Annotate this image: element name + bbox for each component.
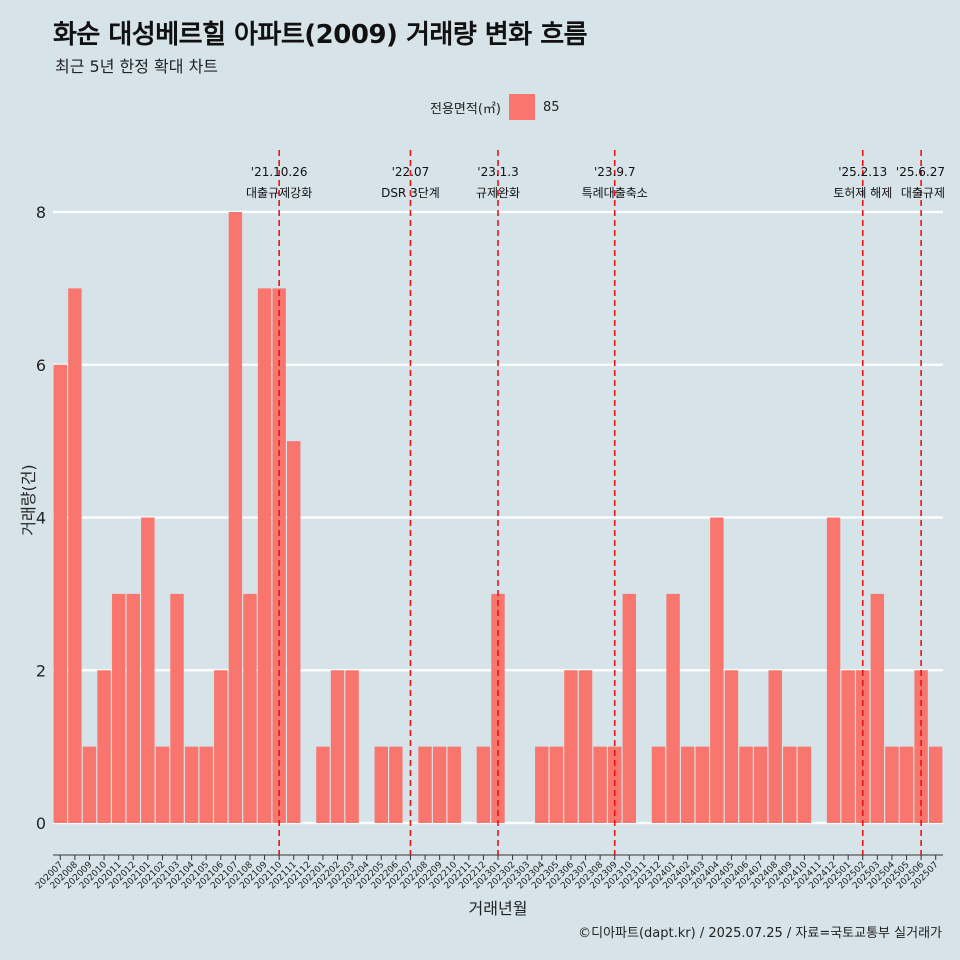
y-axis-title: 거래량(건) — [19, 464, 38, 535]
event-date-label: '21.10.26 — [251, 165, 308, 179]
source-caption: ©디아파트(dapt.kr) / 2025.07.25 / 자료=국토교통부 실… — [578, 926, 942, 941]
bar — [243, 593, 257, 823]
y-tick-label: 0 — [36, 814, 46, 833]
bar — [184, 746, 199, 823]
bar — [928, 746, 943, 823]
chart-title: 화순 대성베르힐 아파트(2009) 거래량 변화 흐름 — [53, 20, 588, 50]
event-date-label: '25.2.13 — [838, 165, 887, 179]
bar — [651, 746, 666, 823]
bar — [710, 517, 724, 823]
bar — [418, 746, 432, 823]
bar — [389, 746, 403, 823]
bar — [170, 593, 184, 823]
bar — [374, 746, 388, 823]
y-tick-label: 4 — [36, 509, 46, 528]
bar — [622, 593, 637, 823]
bar — [695, 746, 709, 823]
bar — [593, 746, 607, 823]
bar — [739, 746, 753, 823]
bar — [549, 746, 564, 823]
bar — [214, 670, 228, 823]
bar — [535, 746, 549, 823]
event-date-label: '22.07 — [392, 165, 430, 179]
bar — [447, 746, 461, 823]
bar — [257, 288, 272, 823]
bar — [228, 212, 243, 823]
bar — [885, 746, 899, 823]
bar — [155, 746, 170, 823]
bar — [316, 746, 330, 823]
event-label: DSR 3단계 — [381, 186, 440, 200]
event-date-label: '23.1.3 — [477, 165, 518, 179]
y-tick-label: 8 — [36, 203, 46, 222]
bar — [111, 593, 126, 823]
bar — [345, 670, 359, 823]
bar — [491, 593, 505, 823]
bar — [578, 670, 593, 823]
event-date-label: '23.9.7 — [594, 165, 635, 179]
bar — [914, 670, 928, 823]
legend: 전용면적(㎡) 85 — [430, 94, 560, 120]
bar — [53, 364, 68, 823]
bar — [826, 517, 841, 823]
event-label: 규제완화 — [476, 186, 520, 200]
x-axis-title: 거래년월 — [469, 899, 528, 918]
bar — [68, 288, 82, 823]
event-label: 특례대출축소 — [582, 186, 648, 200]
event-label: 대출규제 — [901, 186, 945, 200]
bar — [680, 746, 695, 823]
legend-item-label: 85 — [542, 99, 560, 115]
bar — [432, 746, 447, 823]
bar — [476, 746, 491, 823]
bar — [724, 670, 739, 823]
bar — [97, 670, 111, 823]
bar — [82, 746, 97, 823]
bar — [564, 670, 578, 823]
y-tick-label: 2 — [36, 661, 46, 680]
event-label: 토허제 해제 — [833, 186, 892, 200]
bar — [783, 746, 797, 823]
bar — [753, 746, 768, 823]
event-date-label: '25.6.27 — [896, 165, 945, 179]
legend-title: 전용면적(㎡) — [430, 101, 501, 117]
bar — [768, 670, 782, 823]
bar — [287, 441, 301, 823]
bar — [841, 670, 855, 823]
event-label: 대출규제강화 — [246, 186, 312, 200]
bar — [870, 593, 885, 823]
bar — [856, 670, 870, 823]
y-tick-label: 6 — [36, 356, 46, 375]
bar — [899, 746, 914, 823]
chart-subtitle: 최근 5년 한정 확대 차트 — [55, 57, 219, 76]
bar — [797, 746, 812, 823]
bar — [666, 593, 680, 823]
bar — [330, 670, 345, 823]
legend-swatch — [508, 94, 535, 120]
bar — [199, 746, 213, 823]
bar — [126, 593, 140, 823]
bar — [141, 517, 155, 823]
